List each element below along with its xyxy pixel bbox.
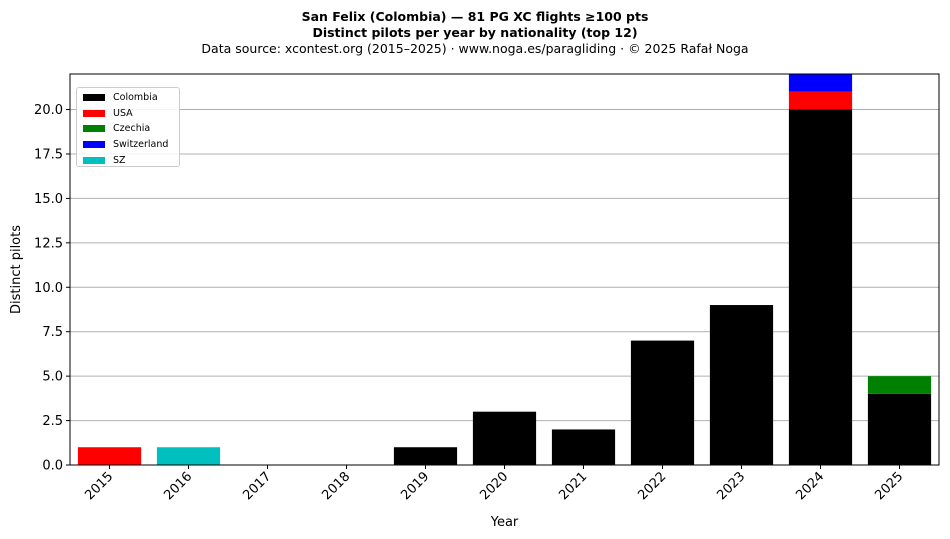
legend-item: Switzerland xyxy=(83,137,179,153)
x-tick-label: 2019 xyxy=(398,469,432,503)
bar xyxy=(788,91,853,110)
legend-swatch xyxy=(83,94,105,102)
chart-subtitle-bold: Distinct pilots per year by nationality … xyxy=(312,25,638,40)
x-tick-label: 2021 xyxy=(556,469,590,503)
y-axis-label: Distinct pilots xyxy=(9,225,24,314)
bar xyxy=(867,376,932,394)
legend-swatch xyxy=(83,109,105,117)
chart-title: San Felix (Colombia) — 81 PG XC flights … xyxy=(301,9,649,24)
legend-swatch xyxy=(83,125,105,133)
x-tick-label: 2023 xyxy=(714,469,748,503)
chart-titles: San Felix (Colombia) — 81 PG XC flights … xyxy=(0,9,950,57)
legend-label: Czechia xyxy=(113,123,151,135)
bar xyxy=(156,447,221,465)
legend-label: SZ xyxy=(113,154,126,166)
chart-source-line: Data source: xcontest.org (2015–2025) · … xyxy=(201,41,749,56)
y-tick-label: 10.0 xyxy=(34,281,63,296)
bar xyxy=(551,429,616,465)
legend-item: Czechia xyxy=(83,121,179,137)
y-tick-label: 7.5 xyxy=(42,325,63,340)
bar xyxy=(472,411,537,465)
x-tick-label: 2018 xyxy=(319,469,353,503)
x-tick-label: 2025 xyxy=(872,469,906,503)
y-tick-label: 12.5 xyxy=(34,236,63,251)
legend-swatch xyxy=(83,156,105,164)
y-tick-label: 20.0 xyxy=(34,103,63,118)
bar xyxy=(630,340,695,465)
bar xyxy=(867,393,932,465)
x-axis-label: Year xyxy=(490,515,519,530)
bar xyxy=(709,305,774,465)
legend-label: Colombia xyxy=(113,92,158,104)
chart-legend: Colombia USA Czechia Switzerland SZ xyxy=(76,87,180,167)
y-tick-label: 2.5 xyxy=(42,414,63,429)
y-tick-label: 17.5 xyxy=(34,147,63,162)
legend-label: USA xyxy=(113,107,133,119)
legend-item: Colombia xyxy=(83,90,179,106)
x-tick-label: 2015 xyxy=(82,469,116,503)
y-tick-label: 15.0 xyxy=(34,192,63,207)
bar xyxy=(788,74,853,92)
legend-item: USA xyxy=(83,106,179,122)
x-tick-label: 2017 xyxy=(240,469,274,503)
x-tick-label: 2020 xyxy=(477,469,511,503)
x-tick-label: 2022 xyxy=(635,469,669,503)
bar xyxy=(393,447,458,465)
legend-label: Switzerland xyxy=(113,139,169,151)
y-tick-label: 5.0 xyxy=(42,370,63,385)
x-tick-label: 2016 xyxy=(161,469,195,503)
legend-swatch xyxy=(83,141,105,149)
bar xyxy=(788,109,853,465)
x-tick-label: 2024 xyxy=(793,469,827,503)
bar xyxy=(77,447,142,465)
y-tick-label: 0.0 xyxy=(42,459,63,474)
legend-item: SZ xyxy=(83,152,179,168)
